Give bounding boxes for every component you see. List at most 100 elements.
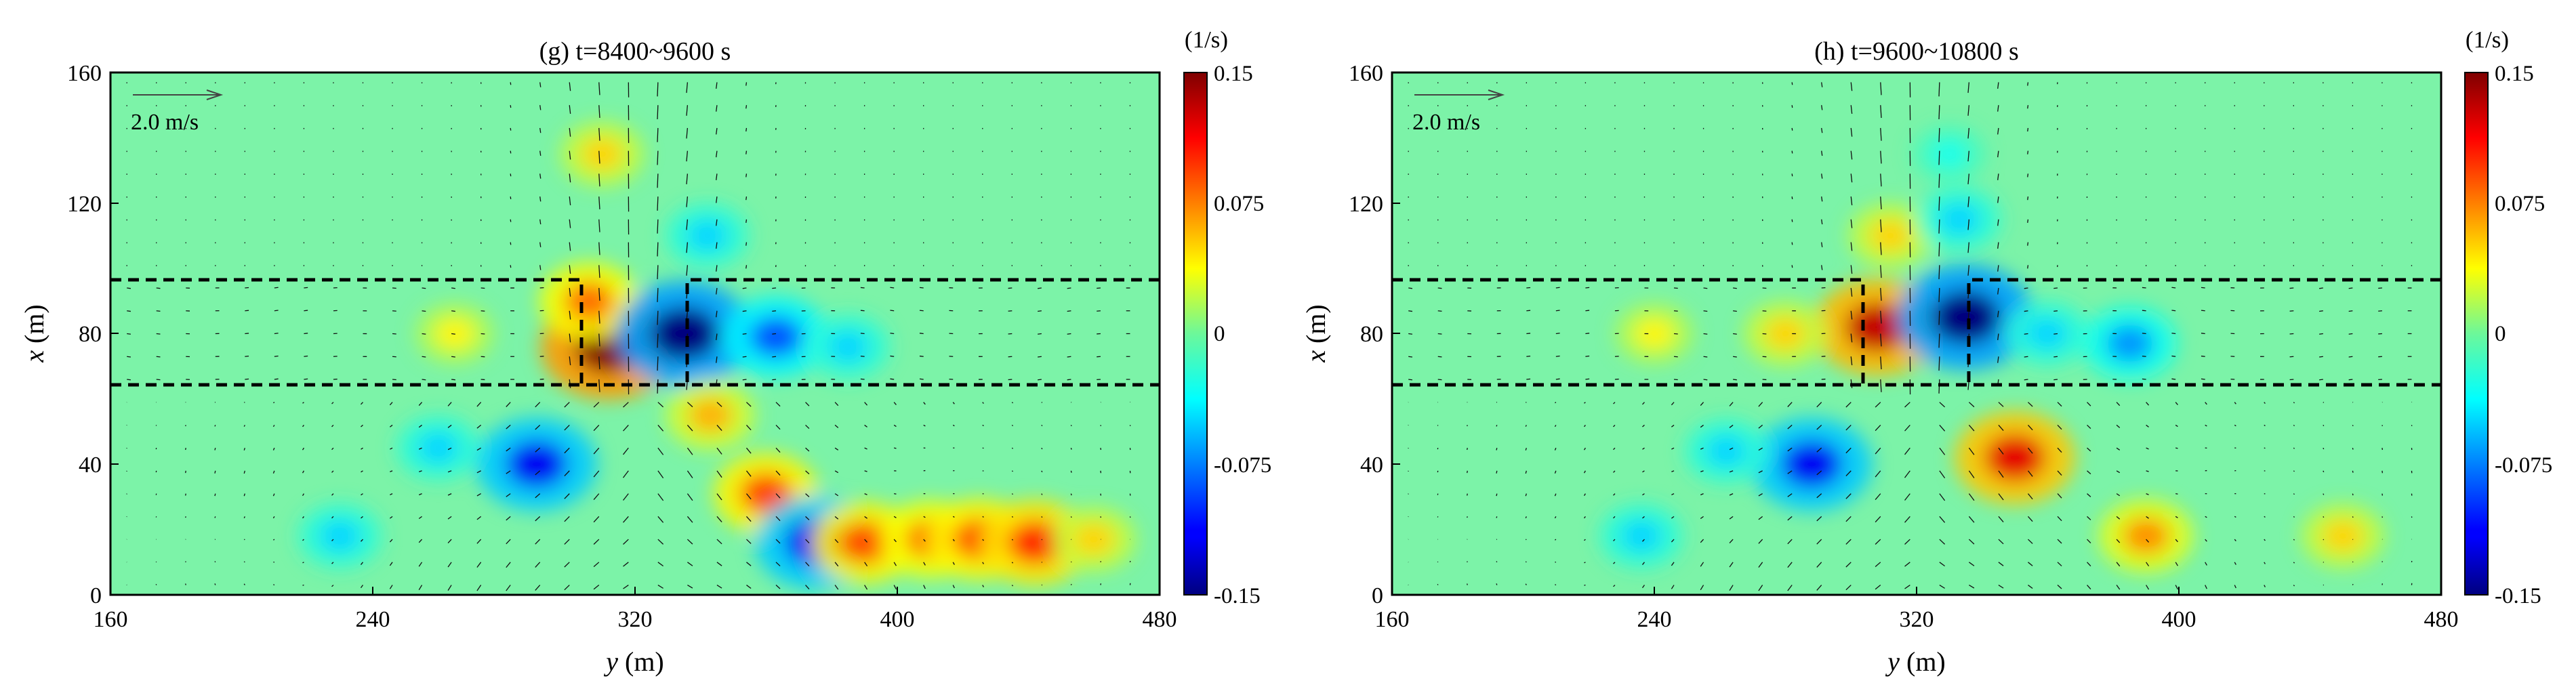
panel-g-xtick-label: 240 bbox=[356, 607, 390, 632]
velocity-vector bbox=[1904, 562, 1910, 567]
velocity-vector bbox=[1968, 447, 1975, 455]
velocity-vector bbox=[2087, 402, 2091, 406]
velocity-vector bbox=[539, 82, 541, 87]
vorticity-core bbox=[1073, 523, 1115, 556]
vorticity-core bbox=[688, 398, 733, 433]
velocity-vector bbox=[1967, 150, 1970, 162]
velocity-vector bbox=[598, 356, 600, 370]
velocity-vector bbox=[623, 424, 629, 432]
velocity-vector bbox=[2205, 424, 2207, 427]
panel-h-velocity-vectors bbox=[1408, 82, 2413, 591]
velocity-vector bbox=[1758, 539, 1763, 544]
velocity-vector bbox=[1998, 470, 2004, 478]
velocity-vector bbox=[1997, 196, 1999, 203]
velocity-vector bbox=[716, 287, 718, 295]
velocity-vector bbox=[535, 562, 541, 568]
velocity-vector bbox=[746, 539, 752, 544]
velocity-vector bbox=[476, 585, 482, 591]
velocity-vector bbox=[982, 562, 984, 564]
velocity-vector bbox=[1850, 82, 1853, 91]
velocity-vector bbox=[1850, 310, 1853, 320]
velocity-vector bbox=[2264, 539, 2266, 541]
velocity-vector bbox=[1613, 493, 1616, 496]
velocity-vector bbox=[890, 310, 895, 312]
velocity-vector bbox=[361, 470, 363, 473]
velocity-vector bbox=[742, 379, 747, 381]
velocity-vector bbox=[1791, 173, 1793, 177]
velocity-vector bbox=[716, 516, 722, 523]
velocity-vector bbox=[2057, 402, 2062, 407]
velocity-vector bbox=[1816, 470, 1822, 476]
velocity-vector bbox=[2234, 585, 2236, 589]
vorticity-core bbox=[417, 432, 459, 465]
velocity-vector bbox=[1555, 333, 1560, 335]
velocity-vector bbox=[506, 470, 511, 474]
velocity-vector bbox=[1938, 127, 1940, 142]
velocity-vector bbox=[447, 493, 452, 496]
velocity-vector bbox=[890, 333, 895, 335]
velocity-vector bbox=[539, 242, 541, 247]
velocity-vector bbox=[745, 470, 752, 477]
velocity-vector bbox=[569, 265, 571, 274]
velocity-vector bbox=[1997, 173, 1999, 180]
velocity-vector bbox=[272, 470, 275, 474]
velocity-vector bbox=[864, 470, 867, 472]
velocity-vector bbox=[805, 493, 810, 497]
velocity-vector bbox=[1850, 173, 1853, 183]
panel-g-ytick-label: 120 bbox=[67, 192, 102, 217]
velocity-vector bbox=[593, 539, 600, 545]
velocity-vector bbox=[598, 379, 600, 392]
velocity-vector bbox=[2289, 379, 2294, 381]
velocity-vector bbox=[657, 310, 659, 325]
velocity-vector bbox=[1875, 493, 1881, 500]
velocity-vector bbox=[1845, 424, 1852, 431]
velocity-vector bbox=[657, 219, 659, 234]
panel-h-colorbar-tick-label: 0 bbox=[2495, 322, 2506, 346]
velocity-vector bbox=[1938, 196, 1940, 211]
velocity-vector bbox=[535, 402, 541, 408]
panel-g-reference-label: 2.0 m/s bbox=[131, 110, 199, 135]
velocity-vector bbox=[1613, 447, 1616, 451]
velocity-vector bbox=[302, 516, 304, 519]
velocity-vector bbox=[1437, 310, 1442, 312]
velocity-vector bbox=[1700, 402, 1704, 406]
velocity-vector bbox=[657, 562, 663, 567]
velocity-vector bbox=[1758, 585, 1763, 591]
velocity-vector bbox=[805, 470, 810, 475]
velocity-vector bbox=[687, 516, 693, 523]
velocity-vector bbox=[1526, 287, 1531, 289]
velocity-vector bbox=[864, 539, 868, 543]
velocity-vector bbox=[834, 585, 839, 590]
velocity-vector bbox=[1791, 265, 1793, 268]
velocity-vector bbox=[245, 287, 249, 289]
velocity-vector bbox=[598, 150, 600, 164]
velocity-vector bbox=[893, 539, 897, 543]
velocity-vector bbox=[2323, 516, 2325, 518]
velocity-vector bbox=[1758, 516, 1763, 520]
velocity-vector bbox=[422, 379, 426, 381]
velocity-vector bbox=[1758, 493, 1763, 497]
panel-g-channel-outline bbox=[110, 278, 1160, 387]
velocity-vector bbox=[745, 219, 748, 223]
velocity-vector bbox=[805, 516, 810, 520]
velocity-vector bbox=[716, 333, 718, 341]
velocity-vector bbox=[864, 516, 867, 519]
velocity-vector bbox=[2057, 585, 2062, 589]
velocity-vector bbox=[331, 585, 334, 587]
velocity-vector bbox=[1496, 583, 1498, 585]
velocity-vector bbox=[2028, 562, 2033, 566]
velocity-vector bbox=[389, 562, 393, 566]
velocity-vector bbox=[510, 105, 512, 108]
velocity-vector bbox=[1938, 219, 1940, 234]
velocity-vector bbox=[2352, 516, 2354, 518]
panel-g-colorbar-tick-label: 0.15 bbox=[1214, 62, 1253, 86]
velocity-vector bbox=[1700, 562, 1704, 567]
velocity-vector bbox=[2053, 379, 2058, 381]
vorticity-core bbox=[2106, 325, 2154, 362]
velocity-vector bbox=[834, 402, 839, 406]
velocity-vector bbox=[539, 196, 541, 202]
velocity-vector bbox=[923, 516, 926, 518]
velocity-vector bbox=[834, 470, 839, 474]
velocity-vector bbox=[1845, 516, 1852, 522]
